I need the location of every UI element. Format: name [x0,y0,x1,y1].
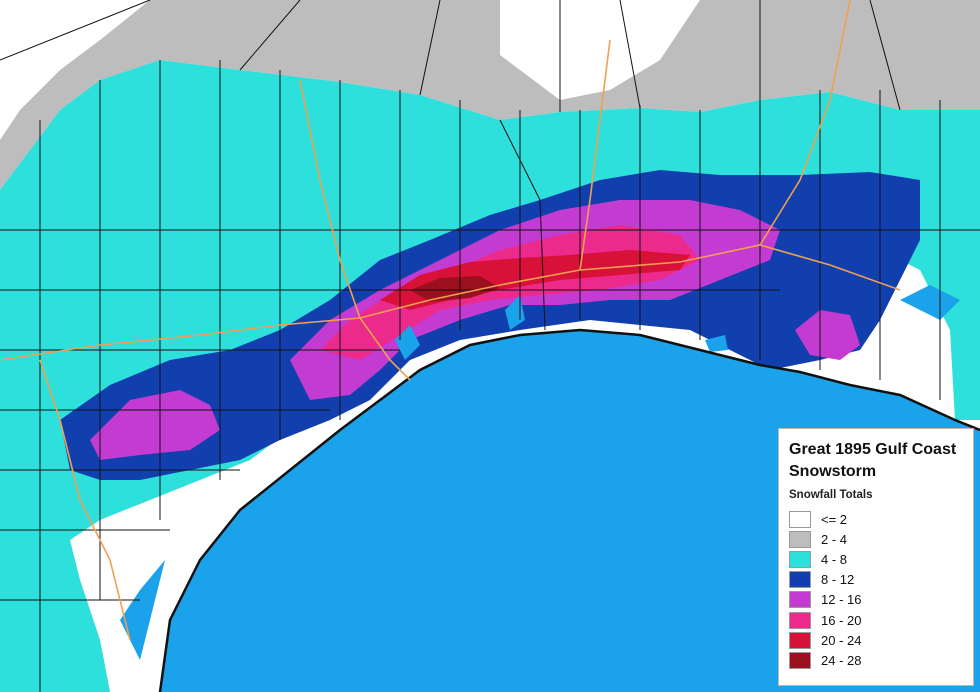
legend-item: 2 - 4 [787,529,965,549]
legend-subtitle: Snowfall Totals [789,489,873,501]
legend-item: <= 2 [787,509,965,529]
highways [0,0,901,641]
legend-item: 12 - 16 [787,590,965,610]
legend-item: 8 - 12 [787,570,965,590]
legend-item: 16 - 20 [787,610,965,630]
legend-swatch [789,651,811,669]
legend-item: 4 - 8 [787,549,965,569]
legend-swatch [789,611,811,629]
legend-swatch [789,591,811,609]
gulf-water [160,330,980,692]
legend-label: 4 - 8 [821,551,848,567]
legend-label: 12 - 16 [821,592,862,608]
legend-label: 16 - 20 [821,612,862,628]
legend-item: 20 - 24 [787,630,965,650]
legend-label: 24 - 28 [821,652,862,668]
legend-label: 8 - 12 [821,572,855,588]
legend-label: 2 - 4 [821,531,848,547]
legend-swatch [789,510,811,528]
legend-label: 20 - 24 [821,632,862,648]
legend-swatch [789,571,811,589]
legend-label: <= 2 [821,511,848,527]
zone-24-28 [410,276,500,302]
legend-swatch [789,550,811,568]
legend-title: Great 1895 Gulf Coast Snowstorm [789,441,957,480]
legend-items: <= 2 2 - 4 4 - 8 8 - 12 12 - 16 16 - 20 [787,509,965,671]
legend-swatch [789,530,811,548]
legend-item: 24 - 28 [787,650,965,670]
map-legend: Great 1895 Gulf Coast Snowstorm Snowfall… [778,428,974,686]
legend-swatch [789,631,811,649]
coastline [158,328,980,692]
